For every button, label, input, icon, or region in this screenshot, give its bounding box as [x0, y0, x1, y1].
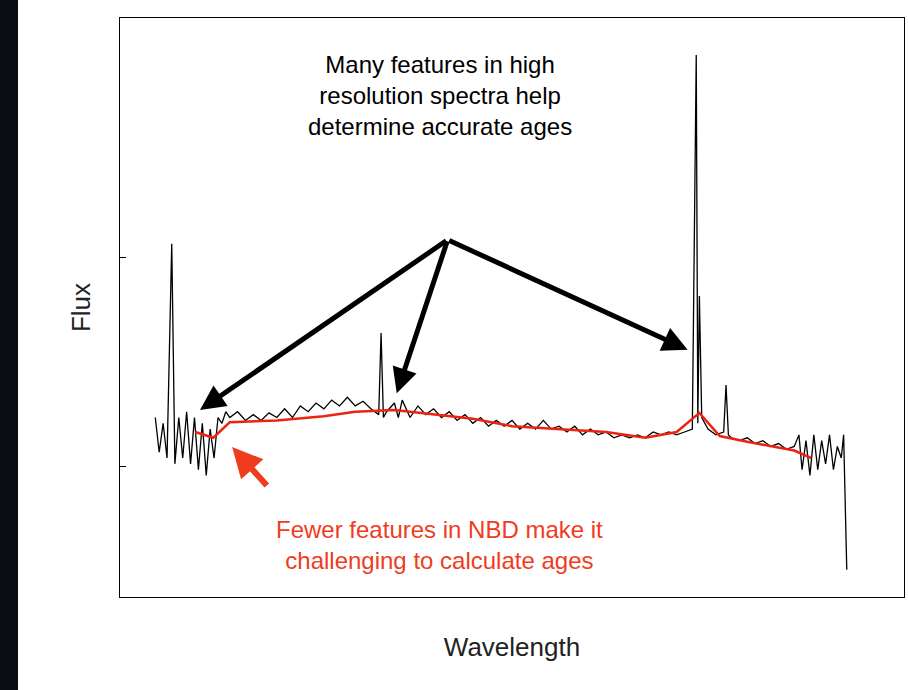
svg-text:Flux: Flux: [66, 283, 96, 332]
svg-text:Fewer features in NBD make itc: Fewer features in NBD make itchallenging…: [276, 516, 603, 574]
svg-text:Many features in highresolutio: Many features in highresolution spectra …: [308, 51, 572, 140]
svg-text:Wavelength: Wavelength: [444, 632, 580, 662]
